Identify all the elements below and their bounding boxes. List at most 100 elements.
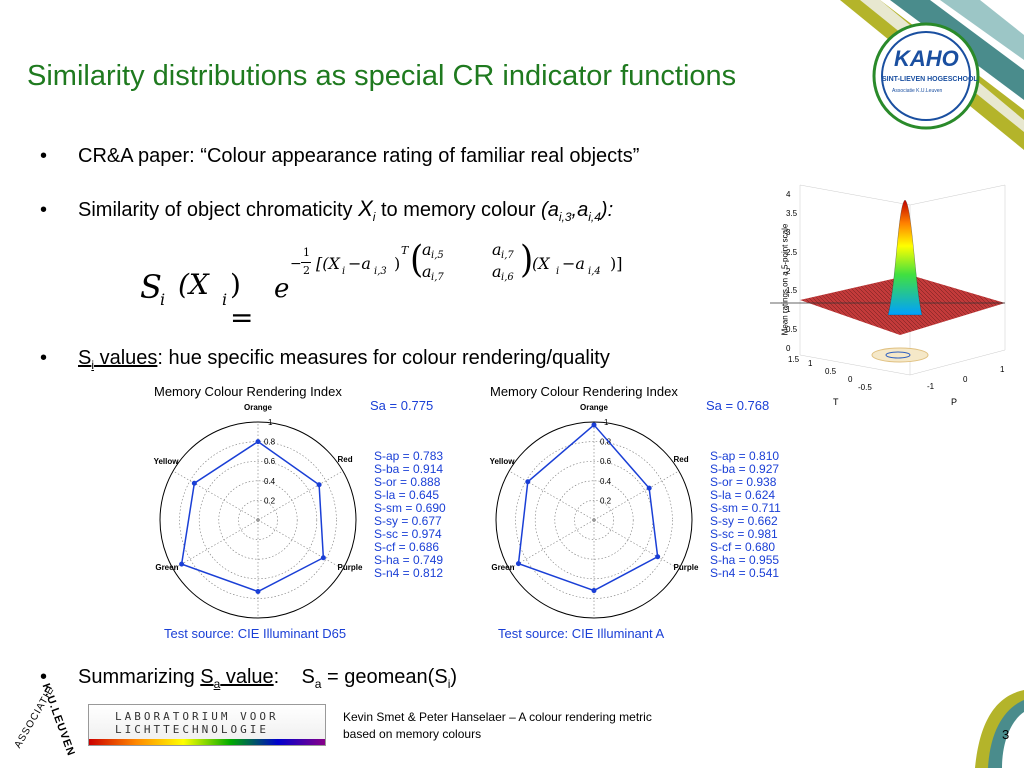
formula-exp1: [(X [316, 254, 340, 273]
bullet-2-mid: to memory colour [375, 199, 542, 221]
radar-data-point [316, 482, 322, 488]
bullet-4-si-sub: i [447, 677, 451, 691]
radar-data-point [646, 485, 652, 491]
metric-line: S-sc = 0.974 [374, 527, 442, 541]
radar-metrics: S-ap = 0.783 S-ba = 0.914 S-or = 0.888 S… [374, 450, 446, 580]
radar-source: Test source: CIE Illuminant D65 [164, 626, 347, 641]
formula-s: S [140, 268, 162, 306]
z-tick: 2.5 [786, 248, 798, 257]
bullet-4-s: S [200, 666, 214, 688]
formula-e: e [274, 274, 290, 304]
formula-arg: (X [178, 268, 209, 301]
radar-ring [198, 460, 318, 580]
lichttechnologie-logo: LABORATORIUM VOOR LICHTTECHNOLOGIE [88, 704, 326, 746]
radar-rtick-label: 0.2 [600, 496, 612, 505]
surface-zlabel: Mean ratings on a 5-point scale [780, 223, 790, 336]
formula-m12-sub: i,7 [501, 250, 514, 261]
metric-line: S-cf = 0.680 [710, 540, 776, 554]
bullet-3: • Si values: hue specific measures for co… [40, 347, 610, 372]
formula-m11: a [422, 240, 432, 259]
metric-line: S-la = 0.645 [374, 488, 440, 502]
radar-outer-ring [495, 421, 693, 619]
bullet-2-prefix: Similarity of object chromaticity [78, 199, 359, 221]
radar-rtick-label: 0.2 [264, 496, 276, 505]
metric-line: S-n4 = 0.541 [710, 566, 780, 580]
bullet-4-s-sub: a [213, 677, 221, 691]
radar-spoke [172, 470, 259, 521]
kaho-logo-school: SINT-LIEVEN HOGESCHOOL [882, 76, 978, 83]
metric-line: S-cf = 0.686 [374, 540, 440, 554]
bullet-2-a3: (a [541, 199, 559, 221]
metric-line: S-sc = 0.981 [710, 527, 778, 541]
radar-rtick-label: 1 [268, 418, 273, 427]
formula-matrix-close: ) [520, 238, 534, 282]
metric-line: S-ha = 0.749 [374, 553, 444, 567]
metric-line: S-n4 = 0.812 [374, 566, 444, 580]
formula-half-den: 2 [303, 264, 310, 277]
radar-title: Memory Colour Rendering Index [490, 384, 678, 399]
formula-exp5-sub: i,4 [588, 266, 601, 277]
metric-line: S-sy = 0.662 [710, 514, 778, 528]
formula-exp5: −a [562, 254, 585, 273]
bullet-2-x-sub: i [372, 210, 376, 224]
z-tick: 1 [786, 305, 791, 314]
kuleuven-text: K.U.LEUVEN [39, 681, 78, 759]
radar-ring [574, 500, 614, 540]
surface-contour [871, 347, 929, 363]
radar-chart-a: Memory Colour Rendering Index Sa = 0.768… [484, 382, 804, 644]
radar-spoke [593, 470, 680, 521]
t-tick: 0 [848, 375, 853, 384]
radar-axis-label: Yellow [154, 457, 180, 466]
surface-plot-graphic [770, 184, 1006, 376]
radar-axis-label: Red [338, 455, 353, 464]
radar-source: Test source: CIE Illuminant A [498, 626, 665, 641]
radar-data-point [591, 588, 597, 594]
t-tick: -0.5 [858, 383, 872, 392]
metric-line: S-sy = 0.677 [374, 514, 442, 528]
radar-data-point [591, 422, 597, 428]
bullet-2-a4: ,a [571, 199, 589, 221]
radar-axis-label: Red [674, 455, 689, 464]
radar-spoke [172, 519, 259, 570]
surface-xlabel: T [833, 397, 839, 407]
formula-half-num: 1 [303, 246, 310, 259]
t-tick: 1.5 [788, 355, 800, 364]
radar-rtick-label: 0.4 [600, 477, 612, 486]
radar-spoke [257, 519, 344, 570]
radar-axis-label: Yellow [490, 457, 516, 466]
radar-center [256, 518, 260, 522]
formula-exp2-sub: i,3 [374, 266, 387, 277]
bullet-dot: • [40, 347, 48, 369]
metric-line: S-ap = 0.783 [374, 449, 444, 463]
slide-title: Similarity distributions as special CR i… [27, 60, 737, 92]
radar-ring [554, 480, 634, 560]
radar-chart-d65: Memory Colour Rendering Index Sa = 0.775… [148, 382, 468, 644]
lab-logo-line1: LABORATORIUM VOOR [115, 710, 279, 723]
radar-spoke [508, 470, 595, 521]
footer-line-2: based on memory colours [343, 727, 482, 741]
lab-logo-rainbow-bar [89, 739, 325, 745]
bullet-4-colon: : S [273, 666, 315, 688]
bottom-right-corner-decoration [975, 690, 1024, 768]
radar-rtick-label: 1 [604, 418, 609, 427]
radar-plot: 0.20.40.60.81OrangeRedPurpleBlueGreenYel… [154, 403, 363, 619]
kaho-logo-assoc: Associatie K.U.Leuven [892, 88, 943, 94]
page-number: 3 [1002, 727, 1010, 742]
metric-line: S-ba = 0.914 [374, 462, 444, 476]
bullet-3-values: values [94, 347, 158, 369]
kaho-logo: KAHO SINT-LIEVEN HOGESCHOOL Associatie K… [872, 22, 980, 130]
formula-m11-sub: i,5 [431, 250, 444, 261]
radar-center [592, 518, 596, 522]
bullet-4-value: value [220, 666, 274, 688]
t-tick: 1 [808, 359, 813, 368]
z-tick: 3 [786, 228, 791, 237]
radar-rtick-label: 0.8 [600, 438, 612, 447]
surface-peak [887, 199, 923, 316]
bullet-2-a4-sub: i,4 [588, 210, 601, 224]
metric-line: S-ba = 0.927 [710, 462, 780, 476]
bullet-2: • Similarity of object chromaticity Xi to… [40, 196, 613, 224]
radar-data-point [191, 480, 197, 486]
bullet-1: • CR&A paper: “Colour appearance rating o… [40, 145, 639, 168]
surface-plot: Mean ratings on a 5-point scale 4 3.5 3 … [770, 175, 1020, 410]
z-tick: 0.5 [786, 325, 798, 334]
